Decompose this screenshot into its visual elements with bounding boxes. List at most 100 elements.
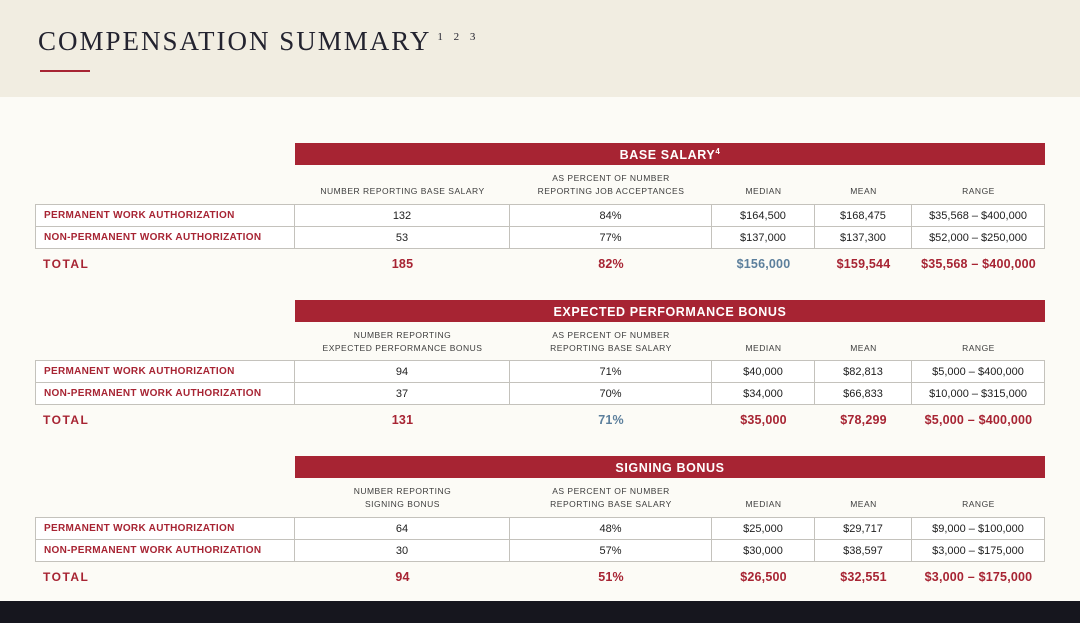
table-title: SIGNING BONUS <box>615 461 725 476</box>
cell-mean: $168,475 <box>815 203 912 227</box>
column-header-percent: AS PERCENT OF NUMBER REPORTING BASE SALA… <box>550 329 672 353</box>
table-row: NON-PERMANENT WORK AUTHORIZATION 30 57% … <box>35 539 1045 562</box>
cell-median: $25,000 <box>712 516 815 540</box>
expected-performance-bonus-table: EXPECTED PERFORMANCE BONUS NUMBER REPORT… <box>35 299 1045 427</box>
total-range: $5,000 – $400,000 <box>924 413 1033 427</box>
cell-range: $52,000 – $250,000 <box>912 226 1045 249</box>
cell-percent: 48% <box>510 516 712 540</box>
cell-number-reporting: 37 <box>295 383 510 405</box>
column-header-median: MEDIAN <box>745 499 782 510</box>
total-median: $26,500 <box>740 569 787 584</box>
column-header-mean: MEAN <box>850 499 877 510</box>
column-header-percent: AS PERCENT OF NUMBER REPORTING JOB ACCEP… <box>537 173 685 197</box>
cell-number-reporting: 132 <box>295 203 510 227</box>
total-label: TOTAL <box>43 413 90 427</box>
column-header-mean: MEAN <box>850 342 877 353</box>
total-mean: $159,544 <box>836 256 891 271</box>
column-header-range: RANGE <box>962 499 995 510</box>
total-median: $156,000 <box>736 256 791 271</box>
table-total-row: TOTAL 185 82% $156,000 $159,544 $35,568 … <box>35 249 1045 271</box>
total-mean: $78,299 <box>840 413 887 427</box>
page-header: COMPENSATION SUMMARY 1 2 3 <box>0 0 1080 97</box>
table-row: NON-PERMANENT WORK AUTHORIZATION 53 77% … <box>35 226 1045 249</box>
table-corner-spacer <box>35 456 295 478</box>
table-title: EXPECTED PERFORMANCE BONUS <box>553 304 787 319</box>
cell-median: $137,000 <box>712 226 815 249</box>
cell-median: $30,000 <box>712 539 815 562</box>
cell-percent: 57% <box>510 539 712 562</box>
total-number-reporting: 185 <box>391 256 414 271</box>
cell-mean: $38,597 <box>815 539 912 562</box>
total-range: $35,568 – $400,000 <box>921 256 1036 271</box>
cell-mean: $82,813 <box>815 360 912 383</box>
total-number-reporting: 131 <box>391 413 414 427</box>
column-header-median: MEDIAN <box>745 186 782 197</box>
row-label: PERMANENT WORK AUTHORIZATION <box>35 516 295 540</box>
cell-number-reporting: 64 <box>295 516 510 540</box>
column-header-number-reporting: NUMBER REPORTING SIGNING BONUS <box>353 486 452 510</box>
total-percent: 51% <box>598 569 624 584</box>
total-label: TOTAL <box>43 569 90 584</box>
column-header-percent: AS PERCENT OF NUMBER REPORTING BASE SALA… <box>550 486 672 510</box>
report-body: BASE SALARY4 NUMBER REPORTING BASE SALAR… <box>0 97 1080 584</box>
cell-number-reporting: 30 <box>295 539 510 562</box>
total-percent: 82% <box>598 256 624 271</box>
total-mean: $32,551 <box>840 569 887 584</box>
total-number-reporting: 94 <box>395 569 410 584</box>
signing-bonus-table: SIGNING BONUS NUMBER REPORTING SIGNING B… <box>35 456 1045 584</box>
page-title-text: COMPENSATION SUMMARY <box>38 26 432 56</box>
cell-number-reporting: 94 <box>295 360 510 383</box>
column-header-number-reporting: NUMBER REPORTING BASE SALARY <box>320 186 485 197</box>
cell-percent: 70% <box>510 383 712 405</box>
column-header-row: NUMBER REPORTING EXPECTED PERFORMANCE BO… <box>35 322 1045 360</box>
table-title-bar: EXPECTED PERFORMANCE BONUS <box>295 299 1045 322</box>
column-header-row: NUMBER REPORTING BASE SALARY AS PERCENT … <box>35 165 1045 203</box>
column-header-number-reporting: NUMBER REPORTING EXPECTED PERFORMANCE BO… <box>322 329 483 353</box>
column-header-mean: MEAN <box>850 186 877 197</box>
column-header-median: MEDIAN <box>745 342 782 353</box>
cell-range: $9,000 – $100,000 <box>912 516 1045 540</box>
cell-range: $3,000 – $175,000 <box>912 539 1045 562</box>
page-title-superscript: 1 2 3 <box>437 31 480 43</box>
table-row: PERMANENT WORK AUTHORIZATION 94 71% $40,… <box>35 360 1045 383</box>
cell-range: $5,000 – $400,000 <box>912 360 1045 383</box>
column-header-range: RANGE <box>962 342 995 353</box>
page-title: COMPENSATION SUMMARY 1 2 3 <box>38 26 1080 57</box>
table-total-row: TOTAL 131 71% $35,000 $78,299 $5,000 – $… <box>35 405 1045 427</box>
cell-median: $40,000 <box>712 360 815 383</box>
cell-median: $34,000 <box>712 383 815 405</box>
table-row: PERMANENT WORK AUTHORIZATION 132 84% $16… <box>35 203 1045 227</box>
table-total-row: TOTAL 94 51% $26,500 $32,551 $3,000 – $1… <box>35 562 1045 584</box>
row-label: PERMANENT WORK AUTHORIZATION <box>35 360 295 383</box>
footer-bar <box>0 601 1080 623</box>
column-header-range: RANGE <box>962 186 995 197</box>
cell-mean: $66,833 <box>815 383 912 405</box>
table-title: BASE SALARY <box>619 148 716 163</box>
row-label: NON-PERMANENT WORK AUTHORIZATION <box>35 383 295 405</box>
total-range: $3,000 – $175,000 <box>924 569 1033 584</box>
row-label: PERMANENT WORK AUTHORIZATION <box>35 203 295 227</box>
cell-mean: $137,300 <box>815 226 912 249</box>
table-title-bar: SIGNING BONUS <box>295 456 1045 479</box>
table-row: NON-PERMANENT WORK AUTHORIZATION 37 70% … <box>35 383 1045 405</box>
title-underline-rule <box>40 70 90 72</box>
column-header-row: NUMBER REPORTING SIGNING BONUS AS PERCEN… <box>35 478 1045 516</box>
cell-range: $10,000 – $315,000 <box>912 383 1045 405</box>
total-median: $35,000 <box>740 413 787 427</box>
base-salary-table: BASE SALARY4 NUMBER REPORTING BASE SALAR… <box>35 143 1045 271</box>
table-corner-spacer <box>35 300 295 322</box>
cell-number-reporting: 53 <box>295 226 510 249</box>
table-corner-spacer <box>35 143 295 165</box>
cell-median: $164,500 <box>712 203 815 227</box>
cell-range: $35,568 – $400,000 <box>912 203 1045 227</box>
table-row: PERMANENT WORK AUTHORIZATION 64 48% $25,… <box>35 516 1045 540</box>
row-label: NON-PERMANENT WORK AUTHORIZATION <box>35 539 295 562</box>
cell-mean: $29,717 <box>815 516 912 540</box>
table-title-bar: BASE SALARY4 <box>295 143 1045 166</box>
cell-percent: 84% <box>510 203 712 227</box>
table-title-superscript: 4 <box>715 147 721 156</box>
cell-percent: 71% <box>510 360 712 383</box>
total-label: TOTAL <box>43 256 90 271</box>
row-label: NON-PERMANENT WORK AUTHORIZATION <box>35 226 295 249</box>
total-percent: 71% <box>598 413 624 427</box>
